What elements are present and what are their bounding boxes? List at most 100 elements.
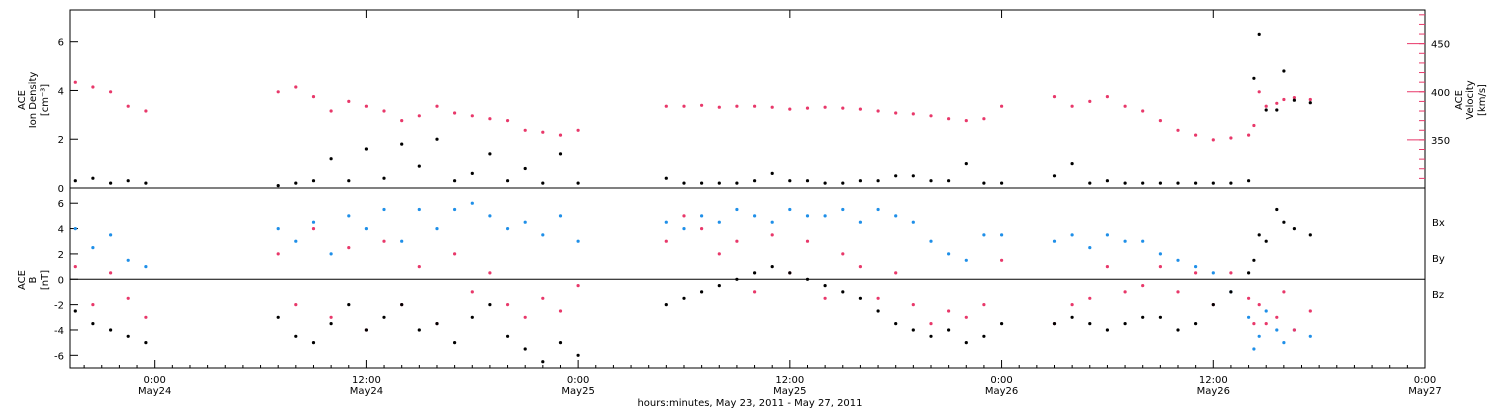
by-point xyxy=(1052,239,1057,243)
bx-point xyxy=(717,284,721,288)
density-point xyxy=(126,179,130,183)
velocity-point xyxy=(1211,138,1215,142)
velocity-point xyxy=(770,105,774,109)
by-point xyxy=(823,214,827,218)
bx-point xyxy=(664,303,668,307)
by-point xyxy=(417,207,421,212)
field-y-tick-label: -2 xyxy=(54,301,64,312)
x-tick-time-label: 0:00 xyxy=(143,375,165,386)
density-point xyxy=(700,181,704,185)
by-point xyxy=(347,214,351,218)
field-panel-frame xyxy=(69,187,1426,369)
density-point xyxy=(73,179,77,183)
velocity-point xyxy=(1105,95,1109,99)
bz-point xyxy=(470,290,474,294)
bz-point xyxy=(329,315,333,319)
by-point xyxy=(276,227,280,231)
by-point xyxy=(523,220,527,224)
velocity-point xyxy=(73,80,77,84)
by-point xyxy=(541,233,545,237)
bz-point xyxy=(417,265,421,269)
data-marks-layer xyxy=(73,32,1312,364)
x-axis-title: hours:minutes, May 23, 2011 - May 27, 20… xyxy=(637,398,862,409)
bz-point xyxy=(664,239,668,243)
density-point xyxy=(347,179,351,183)
velocity-point xyxy=(1052,95,1057,99)
bx-point xyxy=(311,341,316,345)
bz-point xyxy=(876,296,880,300)
density-point xyxy=(947,179,951,183)
bx-point xyxy=(400,303,404,307)
bx-point xyxy=(1275,207,1279,212)
density-point xyxy=(1070,162,1074,166)
by-point xyxy=(841,207,845,212)
velocity-point xyxy=(805,106,810,110)
velocity-point xyxy=(488,117,492,121)
density-point xyxy=(558,152,563,156)
by-point xyxy=(700,214,704,218)
by-point xyxy=(91,246,95,250)
density-point xyxy=(788,179,792,183)
bx-point xyxy=(576,353,580,357)
density-axis-title-line2: Ion Density xyxy=(28,72,39,129)
by-point xyxy=(126,258,130,262)
velocity-y-tick-label: 400 xyxy=(1431,88,1450,99)
density-point xyxy=(753,179,757,183)
bx-point xyxy=(1211,303,1215,307)
bx-point xyxy=(894,322,898,326)
density-point xyxy=(858,179,863,183)
by-point xyxy=(753,214,757,218)
density-point xyxy=(1257,32,1261,37)
plasma-panel-frame xyxy=(69,9,1426,189)
bz-point xyxy=(1194,271,1198,275)
density-point xyxy=(91,176,95,180)
bz-point xyxy=(894,271,898,275)
x-tick-time-label: 0:00 xyxy=(1414,375,1436,386)
by-point xyxy=(329,252,333,256)
bx-point xyxy=(435,322,439,326)
velocity-point xyxy=(1229,136,1233,140)
density-point xyxy=(1158,181,1162,185)
density-point xyxy=(364,147,368,151)
bx-point xyxy=(1264,239,1268,243)
by-point xyxy=(717,220,721,224)
bx-point xyxy=(735,277,739,281)
density-point xyxy=(294,181,298,185)
by-point xyxy=(470,201,474,205)
by-point xyxy=(1123,239,1127,243)
velocity-point xyxy=(1176,128,1180,132)
bx-point xyxy=(929,334,933,338)
velocity-y-tick-label: 350 xyxy=(1431,136,1450,147)
bx-point xyxy=(700,290,704,294)
velocity-point xyxy=(682,104,686,108)
bz-point xyxy=(717,252,721,256)
density-point xyxy=(735,181,739,185)
x-tick-time-label: 0:00 xyxy=(990,375,1012,386)
density-point xyxy=(894,174,898,178)
bz-point xyxy=(823,296,827,300)
bz-point xyxy=(558,309,563,313)
field-y-tick-label: 6 xyxy=(58,199,64,210)
by-point xyxy=(805,214,810,218)
bz-point xyxy=(1123,290,1127,294)
bx-point xyxy=(947,328,951,332)
density-point xyxy=(506,179,510,183)
bx-point xyxy=(276,315,280,319)
by-point xyxy=(576,239,580,243)
by-point xyxy=(1158,252,1162,256)
by-point xyxy=(73,227,77,231)
velocity-point xyxy=(417,114,421,118)
velocity-point xyxy=(126,104,130,108)
velocity-point xyxy=(523,128,527,132)
bz-point xyxy=(1252,322,1256,326)
velocity-point xyxy=(541,130,545,134)
x-tick-date-label: May25 xyxy=(561,386,594,397)
density-point xyxy=(470,171,474,175)
by-point xyxy=(1088,246,1092,250)
density-point xyxy=(1176,181,1180,185)
density-point xyxy=(1229,181,1233,185)
velocity-point xyxy=(788,107,792,111)
density-point xyxy=(1088,181,1092,185)
velocity-point xyxy=(1141,109,1145,113)
